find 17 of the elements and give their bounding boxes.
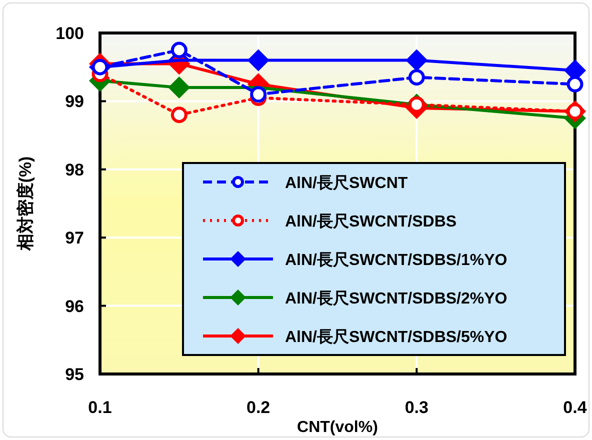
y-tick-label: 99	[65, 92, 84, 112]
y-tick-label: 95	[65, 365, 84, 384]
x-tick-label: 0.1	[88, 398, 112, 417]
x-tick-label: 0.2	[246, 398, 270, 417]
legend-label: AlN/長尺SWCNT/SDBS/2%YO	[285, 290, 508, 308]
y-tick-label: 97	[65, 228, 84, 248]
y-tick-label: 100	[56, 24, 84, 43]
x-axis-title: CNT(vol%)	[297, 419, 378, 436]
legend-label: AlN/長尺SWCNT/SDBS/1%YO	[285, 252, 508, 269]
legend-label: AlN/長尺SWCNT/SDBS/5%YO	[285, 329, 508, 346]
legend-label: AlN/長尺SWCNT/SDBS	[285, 214, 457, 230]
y-axis-title: 相対密度(%)	[16, 156, 35, 252]
x-tick-label: 0.3	[404, 398, 428, 417]
y-tick-label: 98	[65, 160, 84, 180]
y-tick-label: 96	[65, 296, 84, 316]
legend-label: AlN/長尺SWCNT	[285, 175, 408, 192]
x-tick-label: 0.4	[563, 398, 588, 417]
